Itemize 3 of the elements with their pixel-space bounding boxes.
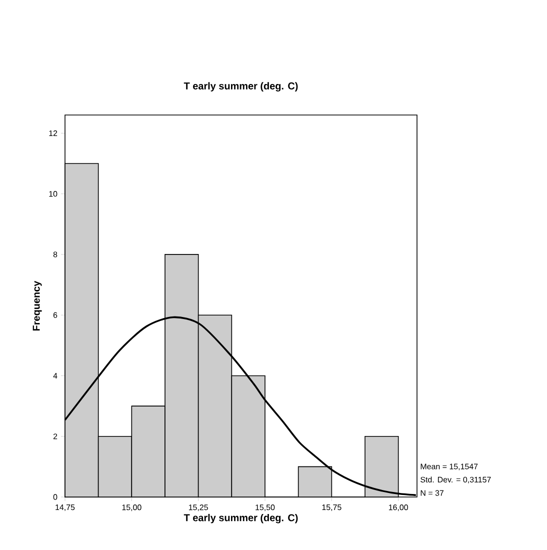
x-axis-title: T early summer (deg. C) [184,514,298,524]
chart-title: T early summer (deg. C) [184,82,298,92]
y-axis-title: Frequency [32,280,42,331]
